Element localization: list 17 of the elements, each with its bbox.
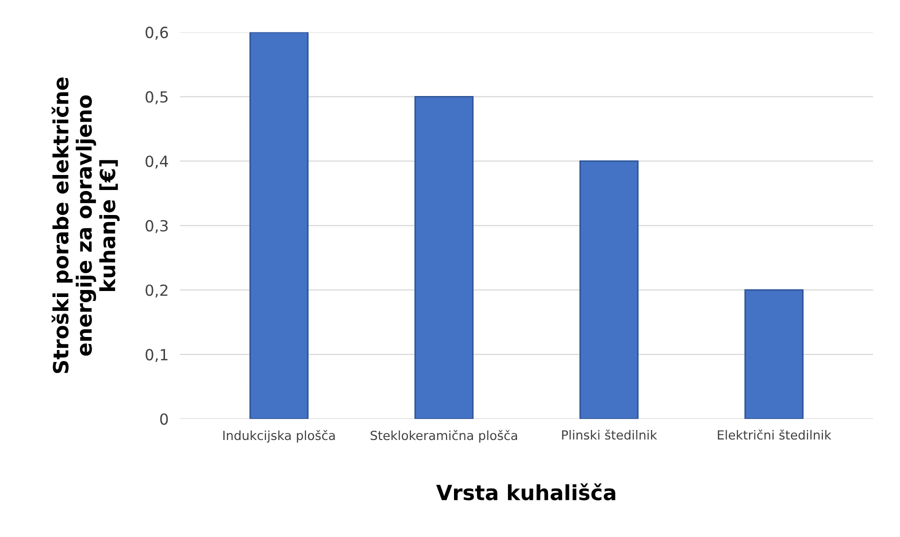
x-tick-label: Steklokeramična plošča	[370, 430, 518, 443]
y-tick-label: 0,4	[146, 156, 168, 169]
y-tick-label: 0,2	[146, 284, 168, 298]
y-tick-label: 0	[160, 413, 168, 425]
x-tick-label: Plinski štedilnik	[562, 429, 658, 440]
y-tick-label: 0,3	[146, 220, 168, 234]
y-tick-label: 0,5	[146, 91, 168, 104]
x-tick-label: Indukcijska plošča	[223, 430, 335, 443]
y-tick-label: 0,6	[146, 26, 168, 40]
x-axis-title: Vrsta kuhališča	[436, 483, 616, 500]
bar	[249, 32, 309, 419]
y-axis-title: Stroški porabe električne energije za opravljeno kuhanje [€]	[52, 78, 120, 374]
x-tick-label: Električni štedilnik	[718, 429, 832, 440]
bar	[579, 160, 639, 419]
y-tick-label: 0,1	[146, 348, 168, 362]
bar	[414, 96, 474, 419]
bar	[744, 289, 804, 419]
